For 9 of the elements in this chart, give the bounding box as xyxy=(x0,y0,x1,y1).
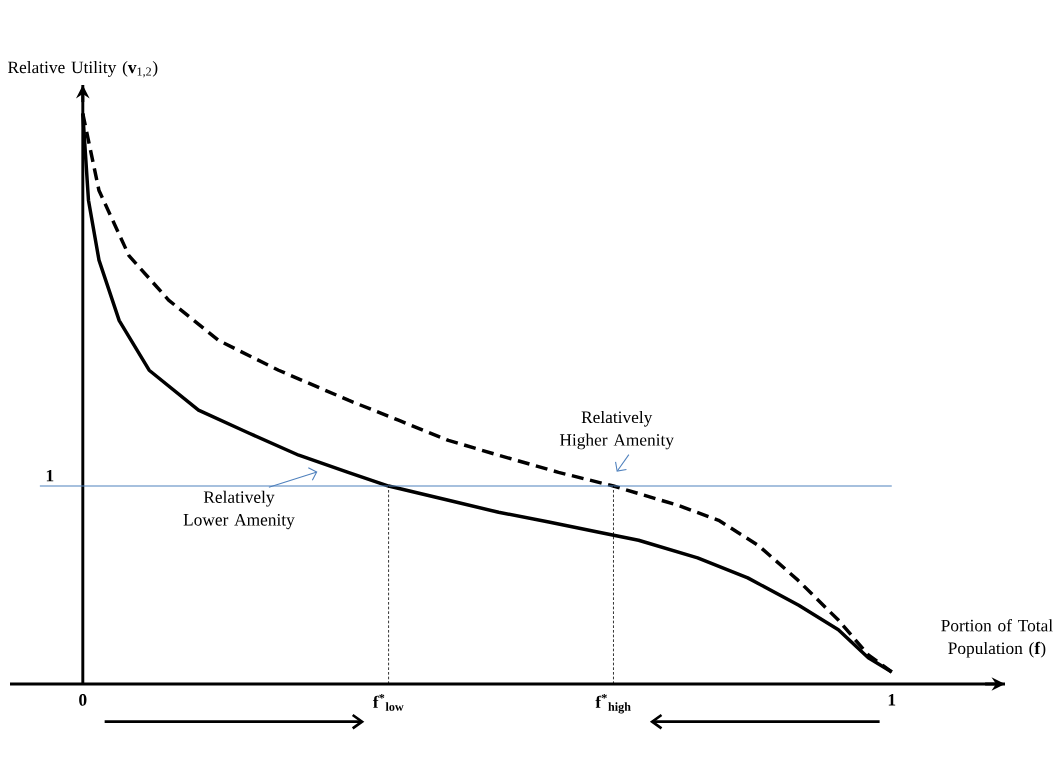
x-tick-label: f$^{*}$high xyxy=(595,694,631,714)
x-tick-label: f$^{*}$low xyxy=(372,694,404,711)
x-tick-label: 1 xyxy=(888,694,896,706)
series-label: Relatively Higher Amenity xyxy=(559,410,674,450)
y-axis-title: Relative Utility (v$_{1,2}$) xyxy=(8,61,158,78)
text: Relatively Lower Amenity xyxy=(183,490,295,530)
annotation: 1 xyxy=(46,469,54,482)
x-axis-title: Portion of Total Population (f) xyxy=(941,619,1053,658)
x-tick-label: 0 xyxy=(79,694,87,706)
